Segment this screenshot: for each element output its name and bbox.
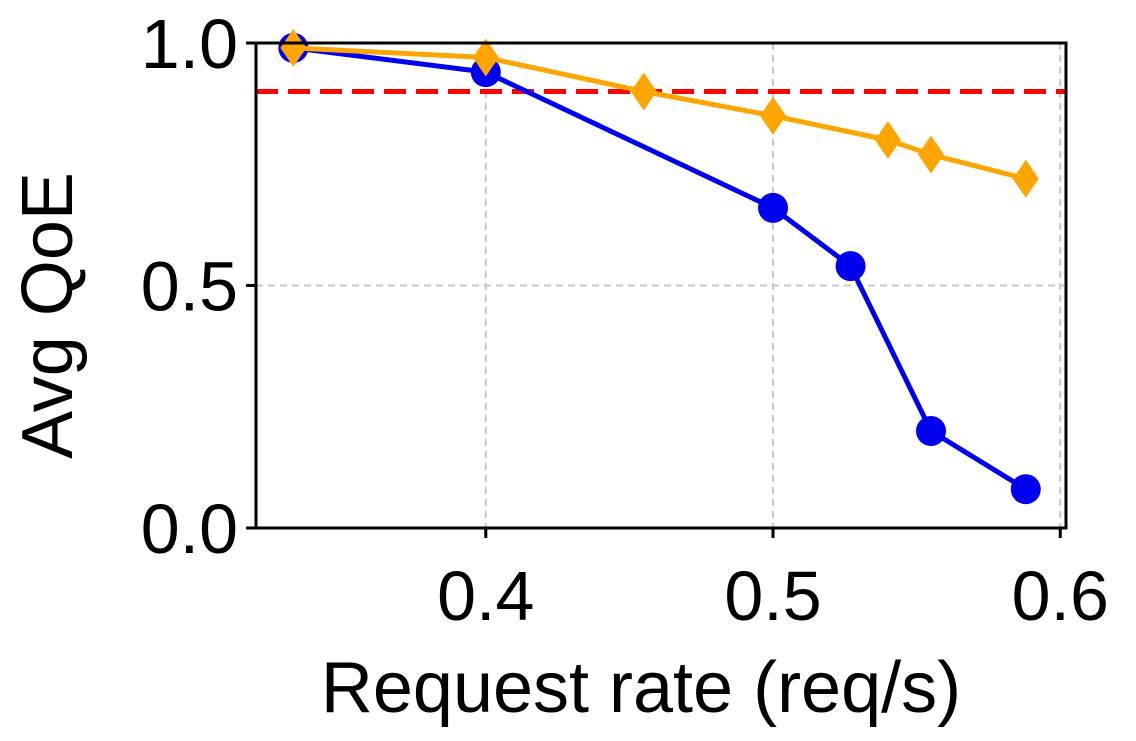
x-axis-title: Request rate (req/s) bbox=[321, 648, 961, 728]
data-point bbox=[1012, 159, 1039, 198]
series-line bbox=[293, 45, 1028, 492]
series-diamond bbox=[280, 28, 1039, 198]
data-point bbox=[916, 416, 946, 446]
series-layer bbox=[278, 28, 1041, 505]
tick-marks bbox=[246, 41, 1062, 538]
series-circle bbox=[278, 32, 1041, 505]
y-tick-label: 1.0 bbox=[141, 5, 238, 83]
data-point bbox=[758, 192, 789, 223]
y-axis-title: Avg QoE bbox=[8, 172, 88, 459]
grid-lines bbox=[256, 43, 1066, 528]
x-tick-label: 0.6 bbox=[1012, 557, 1109, 635]
x-tick-label: 0.4 bbox=[437, 557, 534, 635]
y-tick-label: 0.5 bbox=[141, 248, 238, 326]
x-tick-label: 0.5 bbox=[724, 557, 821, 635]
data-point bbox=[630, 72, 657, 111]
y-tick-labels: 0.0 0.5 1.0 bbox=[141, 5, 238, 568]
data-point bbox=[918, 135, 944, 174]
series-line bbox=[293, 45, 1027, 182]
data-point bbox=[280, 28, 307, 67]
data-point bbox=[835, 251, 866, 282]
data-point bbox=[1010, 474, 1041, 505]
x-tick-labels: 0.4 0.5 0.6 bbox=[437, 557, 1109, 635]
y-tick-label: 0.0 bbox=[141, 490, 238, 568]
data-point bbox=[874, 121, 901, 159]
data-point bbox=[760, 96, 787, 135]
data-point bbox=[472, 38, 499, 77]
